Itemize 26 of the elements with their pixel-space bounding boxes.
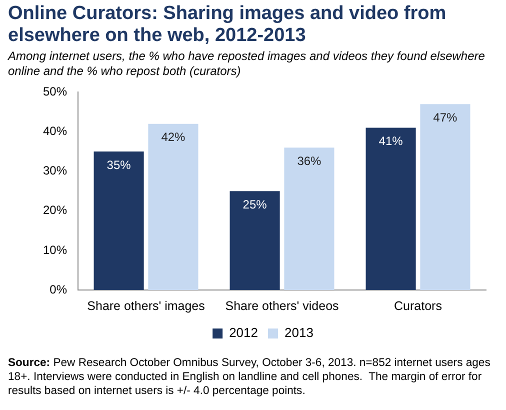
data-label: 47%: [433, 110, 458, 124]
bar: [284, 148, 334, 290]
x-tick-label: Share others' videos: [225, 298, 339, 313]
y-tick-label: 10%: [42, 242, 68, 257]
data-label: 36%: [297, 154, 322, 168]
data-label: 25%: [242, 197, 268, 212]
data-label: 35%: [106, 158, 132, 172]
chart-subtitle: Among internet users, the % who have reposted images and videos they found elsewhere online and the % who repost both (curators): [8, 49, 486, 79]
y-tick-label: 30%: [42, 164, 68, 178]
bar: [366, 128, 416, 290]
x-tick-label: Share others' images: [87, 298, 205, 313]
y-tick-label: 40%: [42, 124, 68, 138]
data-label: 41%: [378, 134, 404, 148]
y-tick-label: 0%: [50, 282, 68, 296]
bar: [230, 191, 280, 290]
y-tick-label: 50%: [42, 84, 68, 99]
bar: [94, 152, 144, 290]
data-label: 42%: [161, 130, 186, 144]
x-tick-label: Curators: [394, 298, 442, 313]
y-tick-label: 20%: [42, 203, 68, 218]
chart-title: Online Curators: Sharing images and video from elsewhere on the web, 2012-2013: [8, 3, 448, 47]
legend-label: 2012: [229, 325, 258, 340]
bar: [420, 104, 470, 290]
legend-label: 2013: [284, 325, 314, 340]
bar: [148, 124, 198, 290]
source-note: Source: Pew Research October Omnibus Survey, October 3-6, 2013. n=852 internet users ages 18+. Interviews were conducted in English on landline and cell phones. The margin of error for results based on internet users is +/- 4.0 percentage points.: [8, 356, 492, 398]
